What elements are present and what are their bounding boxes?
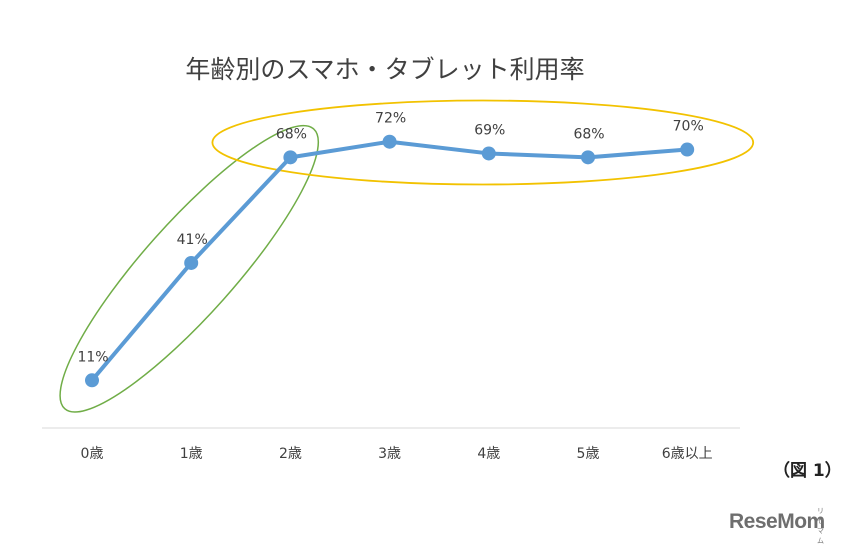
x-tick-label-3: 3歳 — [378, 446, 401, 462]
x-tick-label-6: 6歳以上 — [662, 446, 713, 462]
data-label-6: 70% — [673, 119, 704, 135]
series-layer — [85, 134, 695, 388]
brand-logo: ReseMom リセマム — [729, 507, 825, 545]
brand-name: ReseMom — [729, 510, 825, 533]
data-label-layer: 11% 41% 68% 72% 69% 68% 70% — [77, 111, 703, 366]
x-tick-layer: 0歳 1歳 2歳 3歳 4歳 5歳 6歳以上 — [81, 446, 713, 462]
data-label-3: 72% — [375, 111, 406, 127]
data-point-0 — [85, 373, 99, 388]
data-label-1: 41% — [177, 232, 208, 248]
data-label-2: 68% — [276, 126, 307, 142]
data-point-2 — [283, 150, 298, 165]
data-point-6 — [680, 142, 695, 157]
x-tick-label-0: 0歳 — [81, 446, 104, 462]
series-line — [90, 139, 690, 383]
data-label-5: 68% — [573, 126, 604, 142]
data-point-4 — [481, 146, 496, 161]
data-point-1 — [184, 255, 199, 270]
data-point-5 — [581, 150, 595, 165]
annotation-ellipse-yellow — [211, 99, 755, 186]
data-label-4: 69% — [474, 122, 505, 138]
figure-label: （図 1） — [773, 461, 842, 481]
x-tick-label-1: 1歳 — [180, 446, 203, 462]
annotation-layer — [59, 99, 755, 413]
chart-title: 年齢別のスマホ・タブレット利用率 — [185, 55, 584, 84]
x-tick-label-4: 4歳 — [477, 446, 500, 462]
brand-ruby: リセマム — [817, 507, 824, 545]
data-point-3 — [382, 134, 397, 149]
data-label-0: 11% — [77, 349, 108, 365]
x-tick-label-2: 2歳 — [279, 446, 302, 462]
x-tick-label-5: 5歳 — [577, 446, 600, 462]
annotation-ellipse-green — [59, 124, 320, 413]
